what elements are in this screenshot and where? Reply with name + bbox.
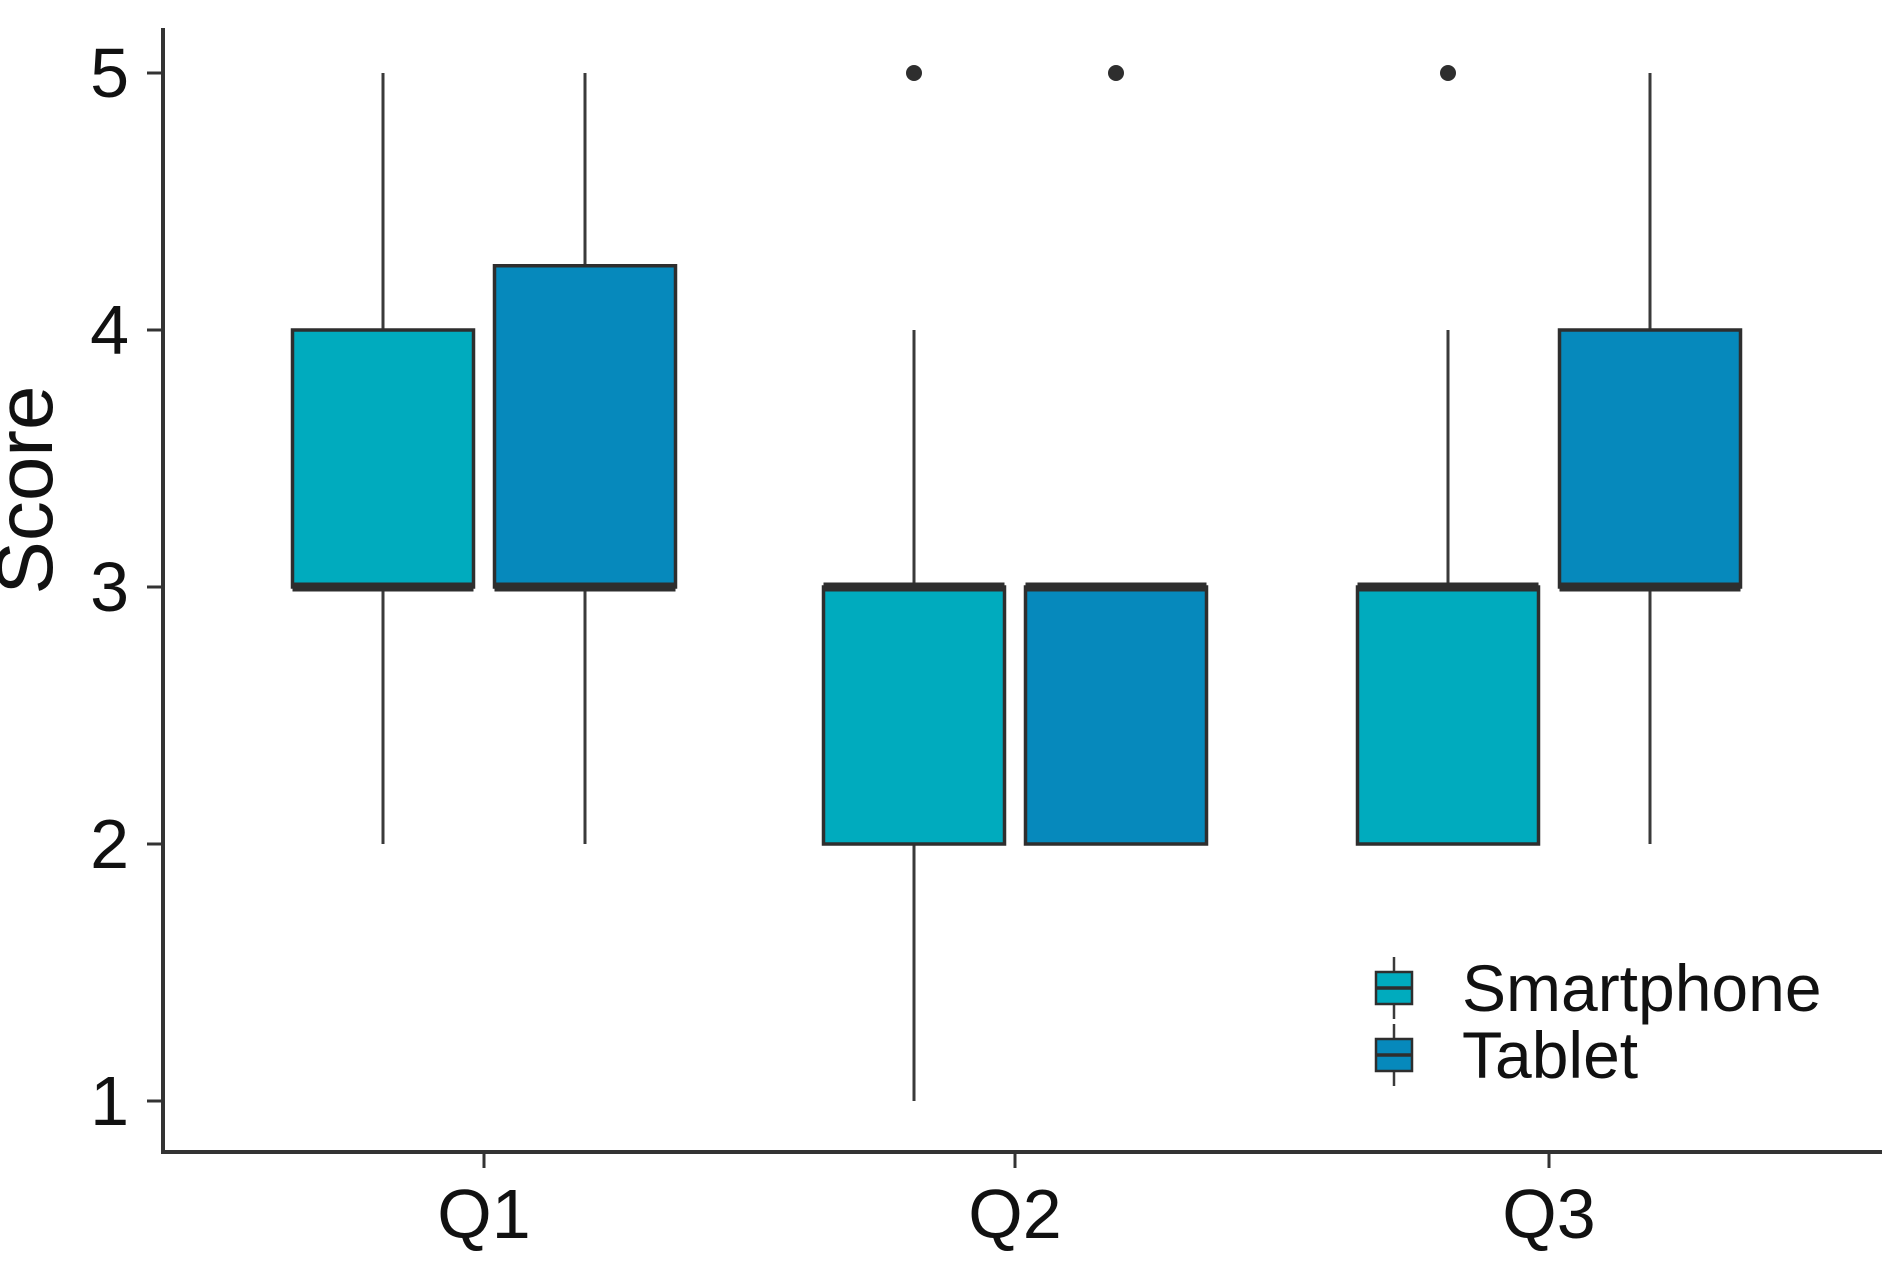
box-group-smartphone-q1 [290,73,476,844]
y-tick-label: 1 [90,1062,129,1140]
x-tick-label: Q1 [437,1175,530,1253]
legend-key-smartphone [1374,957,1414,1019]
legend-label: Smartphone [1462,951,1822,1025]
x-tick-label: Q3 [1502,1175,1595,1253]
outlier-dot [1108,65,1124,81]
y-axis-title: Score [0,386,69,595]
legend-label: Tablet [1462,1018,1638,1092]
y-tick-label: 4 [90,291,129,369]
box [821,585,1007,846]
outlier-dot [906,65,922,81]
x-tick-label: Q2 [968,1175,1061,1253]
box-group-smartphone-q2 [821,65,1007,1101]
box-group-tablet-q1 [492,73,678,844]
y-tick-label: 3 [90,548,129,626]
box-group-smartphone-q3 [1355,65,1541,846]
box [1023,585,1209,846]
box [492,264,678,589]
y-tick-label: 2 [90,805,129,883]
box [1355,585,1541,846]
box [1557,328,1743,589]
outlier-dot [1440,65,1456,81]
box-group-tablet-q3 [1557,73,1743,844]
y-tick-label: 5 [90,34,129,112]
box [290,328,476,589]
legend-key-tablet [1374,1024,1414,1086]
box-group-tablet-q2 [1023,65,1209,846]
